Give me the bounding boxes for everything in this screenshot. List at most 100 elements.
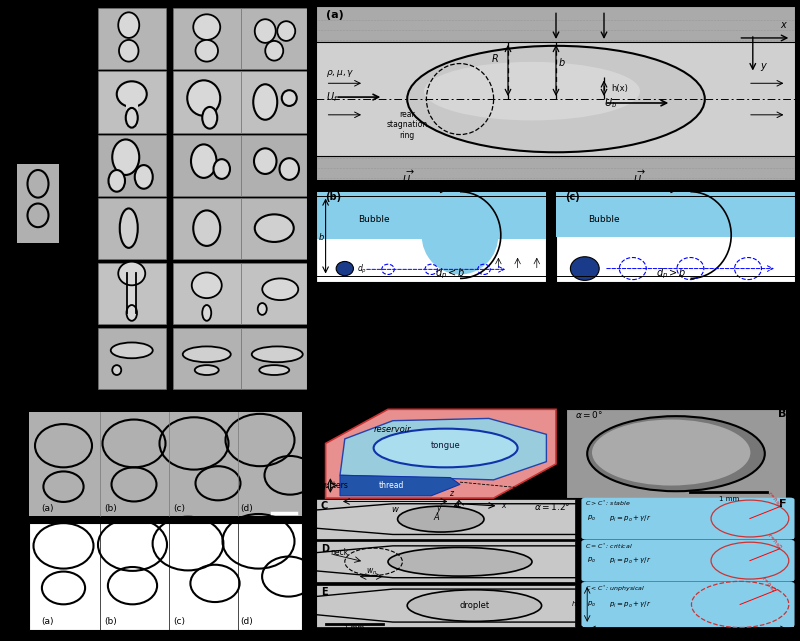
FancyBboxPatch shape (241, 197, 308, 259)
Text: (C): (C) (72, 162, 83, 171)
FancyBboxPatch shape (316, 585, 575, 627)
Ellipse shape (388, 547, 532, 576)
FancyBboxPatch shape (582, 582, 794, 627)
Text: $\alpha = 0°$: $\alpha = 0°$ (575, 410, 603, 420)
Text: 1 mm: 1 mm (344, 626, 365, 631)
Ellipse shape (110, 342, 153, 358)
Text: $\alpha$: $\alpha$ (518, 484, 526, 494)
Text: F: F (779, 499, 786, 509)
Text: $\overrightarrow{U_b}$: $\overrightarrow{U_b}$ (633, 169, 646, 188)
FancyBboxPatch shape (582, 540, 794, 581)
FancyBboxPatch shape (556, 192, 796, 237)
FancyBboxPatch shape (582, 498, 794, 539)
Ellipse shape (279, 158, 299, 180)
Ellipse shape (120, 208, 138, 248)
Ellipse shape (192, 272, 222, 298)
FancyBboxPatch shape (316, 541, 575, 582)
Polygon shape (340, 419, 546, 480)
Ellipse shape (191, 144, 217, 178)
Text: thread: thread (378, 481, 404, 490)
Ellipse shape (214, 159, 230, 179)
Text: (a): (a) (41, 504, 54, 513)
FancyBboxPatch shape (316, 156, 796, 180)
Text: $p_o$: $p_o$ (587, 556, 597, 565)
Text: w: w (685, 630, 691, 636)
Text: A: A (321, 410, 330, 419)
Ellipse shape (118, 262, 146, 285)
Text: $d_p > b$: $d_p > b$ (656, 267, 686, 281)
Ellipse shape (259, 365, 290, 375)
Text: b: b (558, 58, 565, 67)
FancyBboxPatch shape (98, 71, 166, 133)
Polygon shape (326, 410, 556, 498)
Text: $C = C^*$: critical: $C = C^*$: critical (585, 541, 633, 551)
FancyBboxPatch shape (316, 6, 796, 42)
FancyBboxPatch shape (582, 582, 794, 627)
FancyBboxPatch shape (316, 42, 796, 156)
Ellipse shape (194, 210, 220, 246)
Ellipse shape (195, 40, 218, 62)
Ellipse shape (118, 12, 139, 38)
Text: $d_p$: $d_p$ (357, 263, 367, 276)
Bar (127, 270, 136, 317)
FancyBboxPatch shape (98, 135, 166, 196)
Text: E: E (321, 587, 327, 597)
Text: (a): (a) (326, 10, 343, 21)
Text: B: B (14, 520, 23, 534)
Text: (b): (b) (104, 617, 117, 626)
Ellipse shape (282, 90, 297, 106)
FancyBboxPatch shape (29, 523, 302, 630)
Text: $r=h_0/2$: $r=h_0/2$ (765, 490, 784, 510)
FancyBboxPatch shape (566, 410, 786, 498)
Text: $d_p < b$: $d_p < b$ (435, 267, 466, 281)
Text: tongue: tongue (430, 441, 461, 450)
Text: x: x (501, 501, 506, 510)
Text: A: A (433, 513, 439, 522)
Text: (A): (A) (72, 35, 83, 44)
Text: $U_b$: $U_b$ (604, 96, 617, 110)
Text: (d): (d) (241, 504, 254, 513)
Text: y: y (436, 504, 441, 513)
FancyBboxPatch shape (173, 328, 241, 389)
Text: (c): (c) (566, 192, 580, 202)
Ellipse shape (254, 214, 294, 242)
FancyBboxPatch shape (241, 263, 308, 324)
Text: b: b (318, 233, 324, 242)
Text: $U_f$: $U_f$ (326, 90, 338, 104)
FancyBboxPatch shape (241, 328, 308, 389)
Text: $r=h_0/2$: $r=h_0/2$ (765, 532, 784, 553)
FancyBboxPatch shape (98, 8, 166, 69)
Text: $C < C^*$: unphysical: $C < C^*$: unphysical (585, 583, 646, 594)
Ellipse shape (126, 305, 137, 320)
Text: 1 mm: 1 mm (718, 495, 739, 502)
Text: (B): (B) (72, 99, 83, 108)
Ellipse shape (119, 40, 138, 62)
Text: $r=h_0/2$: $r=h_0/2$ (758, 574, 778, 595)
Ellipse shape (182, 346, 230, 362)
Ellipse shape (254, 19, 276, 43)
Ellipse shape (592, 420, 750, 485)
FancyBboxPatch shape (173, 8, 241, 69)
FancyBboxPatch shape (316, 192, 546, 237)
Text: w: w (392, 505, 398, 514)
Text: $h_0$: $h_0$ (570, 599, 580, 610)
Text: B: B (778, 410, 786, 419)
Ellipse shape (587, 416, 765, 491)
Ellipse shape (278, 21, 295, 41)
FancyBboxPatch shape (241, 135, 308, 196)
Ellipse shape (254, 84, 278, 120)
Ellipse shape (407, 46, 705, 153)
Text: Bubble: Bubble (358, 215, 390, 224)
Text: $p_i = p_o + \gamma/r$: $p_i = p_o + \gamma/r$ (609, 599, 652, 610)
FancyBboxPatch shape (316, 192, 546, 239)
Text: $p_o$: $p_o$ (587, 514, 597, 523)
Ellipse shape (194, 365, 218, 375)
Text: y: y (760, 60, 766, 71)
Text: (a): (a) (41, 617, 54, 626)
Text: A: A (14, 412, 24, 424)
FancyBboxPatch shape (556, 192, 796, 282)
Ellipse shape (202, 107, 218, 129)
Text: (c): (c) (173, 504, 185, 513)
Text: R: R (492, 54, 498, 63)
Text: droplet: droplet (459, 601, 490, 610)
